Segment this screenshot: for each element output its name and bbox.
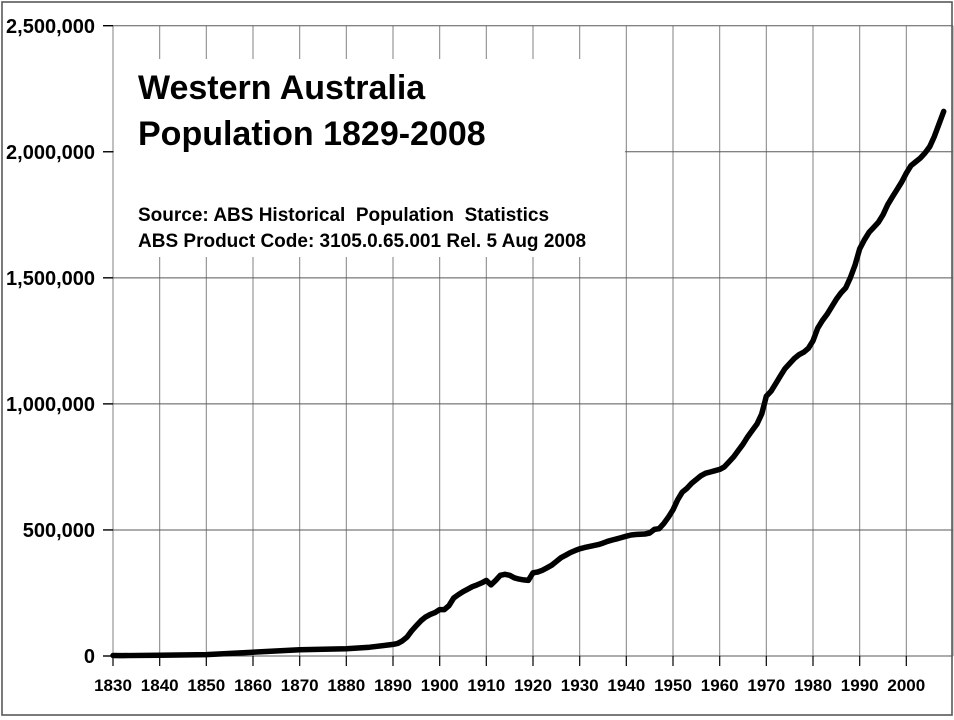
- svg-text:1970: 1970: [747, 676, 785, 695]
- svg-text:1990: 1990: [841, 676, 879, 695]
- svg-text:1910: 1910: [467, 676, 505, 695]
- svg-text:0: 0: [84, 646, 95, 668]
- svg-text:1940: 1940: [607, 676, 645, 695]
- svg-text:1870: 1870: [281, 676, 319, 695]
- svg-text:2000: 2000: [887, 676, 925, 695]
- svg-text:1,000,000: 1,000,000: [6, 394, 95, 416]
- svg-text:1840: 1840: [141, 676, 179, 695]
- svg-text:2,500,000: 2,500,000: [6, 16, 95, 38]
- svg-text:1850: 1850: [187, 676, 225, 695]
- svg-text:500,000: 500,000: [23, 520, 95, 542]
- svg-text:ABS Product Code: 3105.0.65.00: ABS Product Code: 3105.0.65.001 Rel. 5 A…: [138, 231, 586, 252]
- svg-text:1890: 1890: [374, 676, 412, 695]
- svg-text:1920: 1920: [514, 676, 552, 695]
- svg-text:1950: 1950: [654, 676, 692, 695]
- svg-text:1960: 1960: [701, 676, 739, 695]
- svg-text:1980: 1980: [794, 676, 832, 695]
- svg-text:Population 1829-2008: Population 1829-2008: [138, 115, 486, 153]
- svg-text:1930: 1930: [561, 676, 599, 695]
- svg-text:1860: 1860: [234, 676, 272, 695]
- svg-text:Western Australia: Western Australia: [138, 69, 426, 107]
- svg-text:1900: 1900: [421, 676, 459, 695]
- svg-text:Source: ABS Historical Popula: Source: ABS Historical Population Statis…: [138, 205, 549, 226]
- svg-text:1,500,000: 1,500,000: [6, 268, 95, 290]
- svg-text:1830: 1830: [94, 676, 132, 695]
- svg-text:2,000,000: 2,000,000: [6, 142, 95, 164]
- svg-text:1880: 1880: [327, 676, 365, 695]
